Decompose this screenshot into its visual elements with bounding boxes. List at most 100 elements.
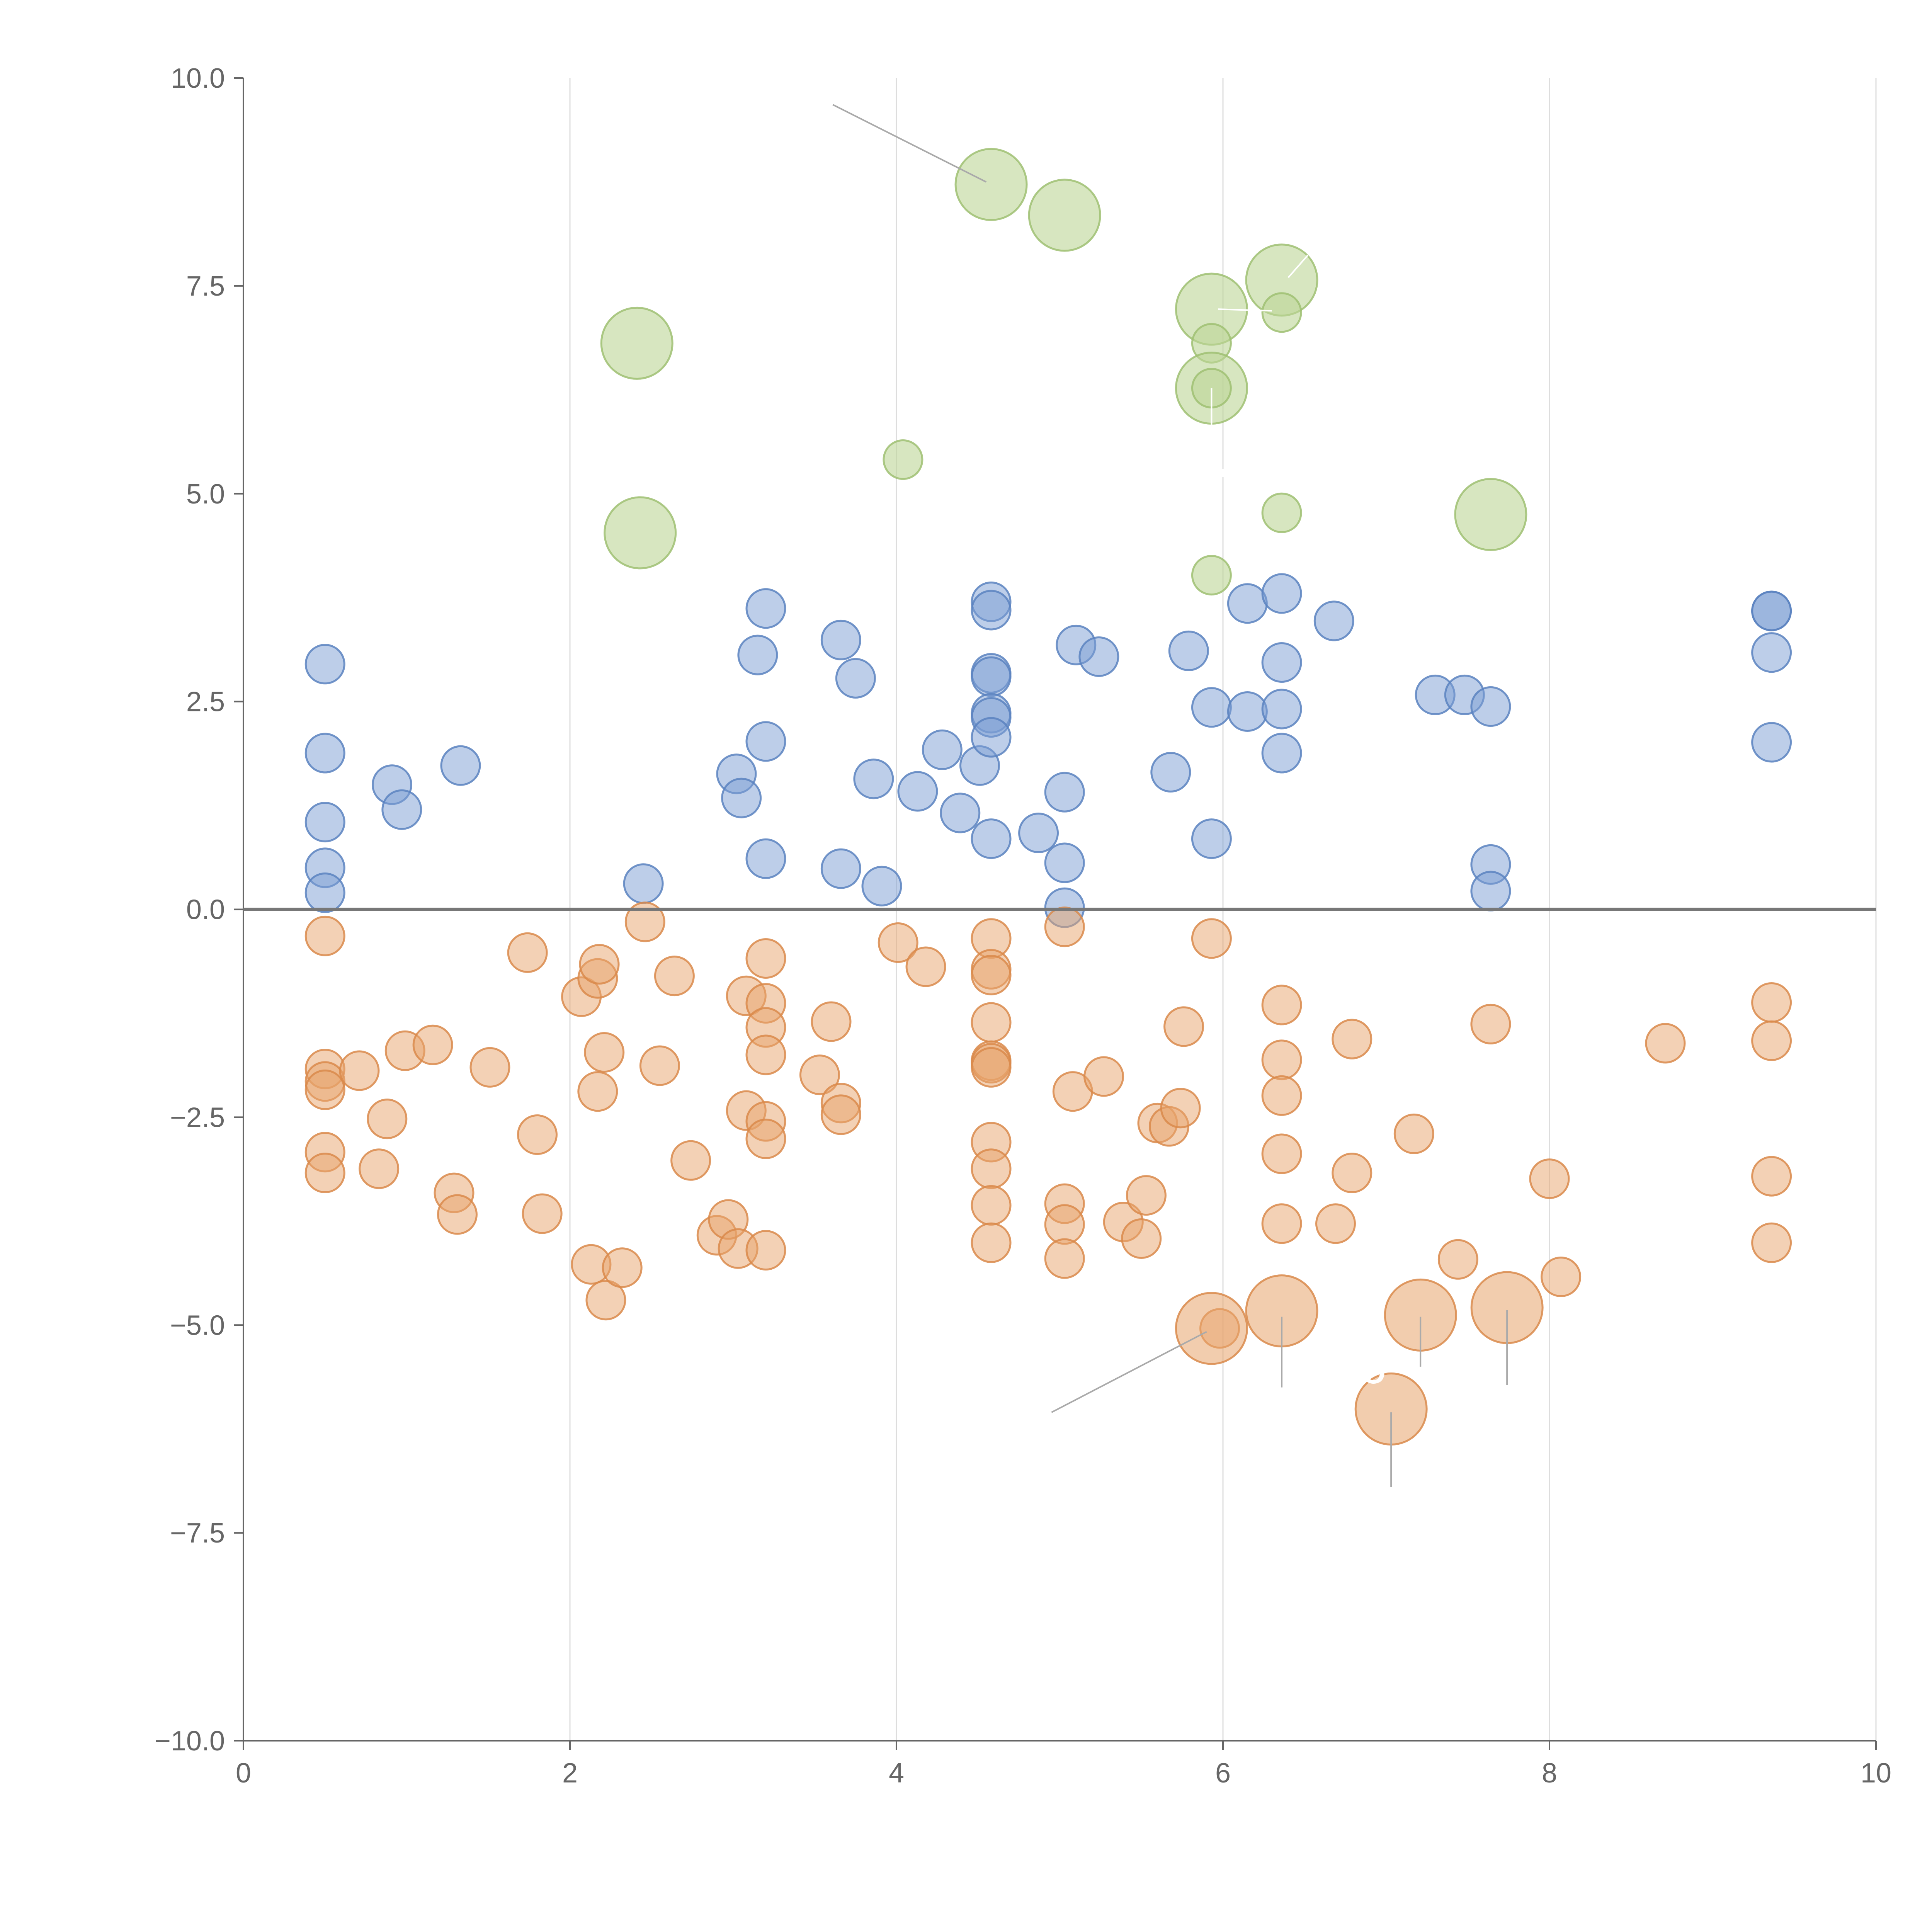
data-point [745,1118,786,1159]
data-point [1028,179,1101,252]
data-point [1470,686,1511,727]
data-point [883,439,923,480]
data-point [1168,630,1209,671]
data-point [1175,1292,1248,1365]
data-point [745,938,786,979]
data-point [861,866,902,906]
leader-lines [832,104,1508,1487]
data-point [954,148,1028,221]
data-point [1261,573,1302,614]
data-point [412,1024,453,1065]
data-point [1751,1156,1792,1197]
negative-series [304,901,1792,1349]
data-point [584,1032,625,1073]
data-point [624,901,665,942]
data-point [469,1047,510,1088]
data-point [654,956,695,997]
data-point [737,634,778,675]
data-point [585,1280,626,1321]
data-point [440,745,481,786]
data-point [1332,1019,1372,1060]
data-point [1191,918,1232,959]
data-point [1751,722,1792,763]
data-point [1332,1153,1372,1194]
y-tick-label: −7.5 [170,1518,225,1549]
y-tick-label: 7.5 [186,271,225,302]
data-point [745,588,786,629]
data-point [971,1185,1012,1226]
y-tick-label: −2.5 [170,1102,225,1133]
data-point [670,1140,711,1181]
data-point [1470,871,1511,912]
data-point [971,1148,1012,1189]
data-point [639,1045,680,1086]
data-point [304,872,345,913]
data-point [1751,1020,1792,1061]
leader-line [1287,254,1309,278]
data-point [1261,1133,1302,1174]
data-point [304,802,345,843]
data-point [304,644,345,685]
leader-line [832,104,987,183]
data-point [1150,752,1191,793]
data-point [1751,590,1792,631]
leader-line [1218,308,1272,312]
data-point [1083,1056,1124,1097]
data-point [1018,813,1059,854]
data-point [897,771,938,812]
data-point [367,1099,408,1139]
data-point [1227,691,1268,732]
y-tick-label: −10.0 [155,1726,225,1757]
data-point [339,1050,380,1091]
data-point [1313,600,1354,641]
data-point [905,946,946,987]
data-point [1529,1158,1570,1199]
data-point [940,793,981,833]
data-point [971,818,1012,859]
annotation-layer: NIO [1331,1355,1386,1390]
data-point [1261,1203,1302,1244]
data-point [1315,1203,1356,1244]
data-point [1121,1218,1162,1259]
data-point [1261,642,1302,683]
tick-labels-layer: 0 2 4 6 8 10 10.0 7.5 5.0 2.5 0.0 −2.5 −5.0 −7.5 −10.0 [155,63,1891,1789]
data-point [304,1153,345,1194]
y-tick-label: 2.5 [186,687,225,718]
leader-line [1051,1331,1207,1413]
data-point [522,1193,563,1234]
x-tick-label: 2 [562,1758,578,1789]
data-point [604,496,677,570]
data-point [1261,733,1302,774]
data-point [1160,1088,1201,1129]
data-point [971,1222,1012,1263]
data-point [1044,842,1085,883]
data-point [799,1054,840,1095]
data-point [721,777,762,818]
x-tick-label: 8 [1542,1758,1557,1789]
data-point [1751,632,1792,673]
x-tick-label: 10 [1861,1758,1891,1789]
data-point [745,1230,786,1271]
data-point [971,717,1012,758]
data-point [1044,1238,1085,1279]
data-point [1541,1256,1582,1297]
data-point [1645,1023,1686,1064]
data-point [1261,292,1302,333]
data-point [1470,1003,1511,1044]
data-point [820,619,861,660]
data-point [577,1071,618,1112]
data-point [1191,555,1232,596]
data-point [507,932,548,973]
data-point [359,1148,400,1189]
data-point [304,733,345,774]
data-point [878,922,918,963]
annotation-label: NIO [1331,1355,1386,1390]
data-point [437,1194,478,1235]
data-point [1078,636,1119,677]
data-point [602,1247,643,1288]
data-point [1191,687,1232,728]
data-point [820,1094,861,1135]
data-point [1393,1113,1434,1154]
data-point [811,1001,852,1042]
